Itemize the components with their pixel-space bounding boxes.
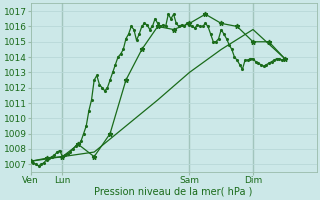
X-axis label: Pression niveau de la mer( hPa ): Pression niveau de la mer( hPa ) [94, 187, 253, 197]
